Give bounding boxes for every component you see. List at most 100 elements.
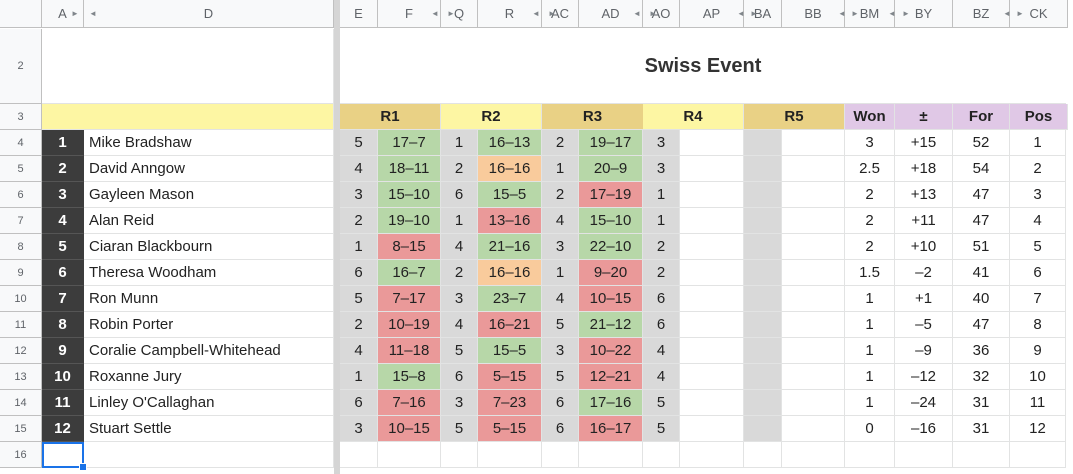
pos-value[interactable]: 10 bbox=[1010, 364, 1066, 390]
r5-opponent[interactable] bbox=[744, 130, 782, 156]
r2-opponent[interactable]: 1 bbox=[441, 130, 478, 156]
r3-opponent[interactable]: 1 bbox=[542, 156, 579, 182]
r1-opponent[interactable]: 4 bbox=[340, 156, 378, 182]
diff-value[interactable]: –24 bbox=[895, 390, 953, 416]
r2-opponent[interactable]: 2 bbox=[441, 260, 478, 286]
r3-score[interactable]: 17–19 bbox=[579, 182, 643, 208]
for-value[interactable]: 52 bbox=[953, 130, 1010, 156]
for-value[interactable]: 31 bbox=[953, 416, 1010, 442]
r5-opponent[interactable] bbox=[744, 182, 782, 208]
r3-score[interactable]: 10–15 bbox=[579, 286, 643, 312]
row-header-13[interactable]: 13 bbox=[0, 364, 42, 390]
r4-opponent[interactable]: 1 bbox=[643, 208, 680, 234]
empty-cell[interactable] bbox=[340, 442, 378, 468]
r3-opponent[interactable]: 6 bbox=[542, 390, 579, 416]
row-header-2[interactable]: 2 bbox=[0, 29, 42, 104]
diff-value[interactable]: –16 bbox=[895, 416, 953, 442]
player-name[interactable]: David Anngow bbox=[84, 156, 334, 182]
r5-score[interactable] bbox=[782, 286, 845, 312]
r1-opponent[interactable]: 3 bbox=[340, 182, 378, 208]
r2-opponent[interactable]: 6 bbox=[441, 364, 478, 390]
expand-columns-right-icon[interactable]: ► bbox=[750, 9, 758, 18]
column-header-a[interactable]: A bbox=[42, 0, 84, 28]
r2-opponent[interactable]: 3 bbox=[441, 286, 478, 312]
r1-opponent[interactable]: 3 bbox=[340, 416, 378, 442]
r2-score[interactable]: 13–16 bbox=[478, 208, 542, 234]
row-header-15[interactable]: 15 bbox=[0, 416, 42, 442]
column-header-by[interactable]: BY bbox=[895, 0, 953, 28]
expand-columns-right-icon[interactable]: ► bbox=[851, 9, 859, 18]
r5-opponent[interactable] bbox=[744, 364, 782, 390]
r2-opponent[interactable]: 2 bbox=[441, 156, 478, 182]
r3-opponent[interactable]: 1 bbox=[542, 260, 579, 286]
column-header-ap[interactable]: AP bbox=[680, 0, 744, 28]
r4-score[interactable] bbox=[680, 312, 744, 338]
r5-score[interactable] bbox=[782, 416, 845, 442]
empty-cell[interactable] bbox=[845, 442, 895, 468]
r4-score[interactable] bbox=[680, 364, 744, 390]
column-header-bz[interactable]: BZ bbox=[953, 0, 1010, 28]
r4-score[interactable] bbox=[680, 260, 744, 286]
pos-value[interactable]: 12 bbox=[1010, 416, 1066, 442]
row-header-8[interactable]: 8 bbox=[0, 234, 42, 260]
r4-score[interactable] bbox=[680, 234, 744, 260]
column-header-r[interactable]: R bbox=[478, 0, 542, 28]
r3-opponent[interactable]: 5 bbox=[542, 364, 579, 390]
expand-columns-right-icon[interactable]: ► bbox=[447, 9, 455, 18]
player-name[interactable]: Ciaran Blackbourn bbox=[84, 234, 334, 260]
expand-columns-left-icon[interactable]: ◄ bbox=[737, 9, 745, 18]
r1-score[interactable]: 18–11 bbox=[378, 156, 441, 182]
r3-score[interactable]: 9–20 bbox=[579, 260, 643, 286]
diff-value[interactable]: +15 bbox=[895, 130, 953, 156]
r1-opponent[interactable]: 4 bbox=[340, 338, 378, 364]
won-value[interactable]: 2 bbox=[845, 208, 895, 234]
player-name[interactable]: Linley O'Callaghan bbox=[84, 390, 334, 416]
pos-value[interactable]: 5 bbox=[1010, 234, 1066, 260]
r3-opponent[interactable]: 3 bbox=[542, 234, 579, 260]
empty-cell[interactable] bbox=[579, 442, 643, 468]
r4-opponent[interactable]: 2 bbox=[643, 260, 680, 286]
expand-columns-right-icon[interactable]: ► bbox=[71, 9, 79, 18]
for-value[interactable]: 41 bbox=[953, 260, 1010, 286]
diff-value[interactable]: +18 bbox=[895, 156, 953, 182]
empty-cell[interactable] bbox=[895, 442, 953, 468]
empty-cell[interactable] bbox=[744, 442, 782, 468]
row-header-9[interactable]: 9 bbox=[0, 260, 42, 286]
r5-score[interactable] bbox=[782, 260, 845, 286]
expand-columns-left-icon[interactable]: ◄ bbox=[838, 9, 846, 18]
r5-opponent[interactable] bbox=[744, 286, 782, 312]
r2-score[interactable]: 16–16 bbox=[478, 156, 542, 182]
r3-score[interactable]: 17–16 bbox=[579, 390, 643, 416]
r2-score[interactable]: 7–23 bbox=[478, 390, 542, 416]
r5-score[interactable] bbox=[782, 390, 845, 416]
expand-columns-right-icon[interactable]: ► bbox=[902, 9, 910, 18]
row-header-5[interactable]: 5 bbox=[0, 156, 42, 182]
player-name[interactable]: Mike Bradshaw bbox=[84, 130, 334, 156]
expand-columns-left-icon[interactable]: ◄ bbox=[888, 9, 896, 18]
fill-handle[interactable] bbox=[79, 463, 87, 471]
empty-cell[interactable] bbox=[782, 442, 845, 468]
r4-opponent[interactable]: 2 bbox=[643, 234, 680, 260]
player-name[interactable]: Roxanne Jury bbox=[84, 364, 334, 390]
r4-score[interactable] bbox=[680, 390, 744, 416]
r2-score[interactable]: 23–7 bbox=[478, 286, 542, 312]
r3-opponent[interactable]: 4 bbox=[542, 208, 579, 234]
r5-opponent[interactable] bbox=[744, 234, 782, 260]
diff-value[interactable]: –9 bbox=[895, 338, 953, 364]
r1-opponent[interactable]: 1 bbox=[340, 234, 378, 260]
row-header-10[interactable]: 10 bbox=[0, 286, 42, 312]
r3-score[interactable]: 10–22 bbox=[579, 338, 643, 364]
diff-value[interactable]: –2 bbox=[895, 260, 953, 286]
column-header-q[interactable]: Q bbox=[441, 0, 478, 28]
row-header-7[interactable]: 7 bbox=[0, 208, 42, 234]
r3-score[interactable]: 16–17 bbox=[579, 416, 643, 442]
r3-opponent[interactable]: 3 bbox=[542, 338, 579, 364]
r5-opponent[interactable] bbox=[744, 260, 782, 286]
r4-score[interactable] bbox=[680, 338, 744, 364]
select-all-corner[interactable] bbox=[0, 0, 42, 28]
r5-score[interactable] bbox=[782, 338, 845, 364]
r5-opponent[interactable] bbox=[744, 156, 782, 182]
player-name[interactable]: Gayleen Mason bbox=[84, 182, 334, 208]
row-header-14[interactable]: 14 bbox=[0, 390, 42, 416]
r2-score[interactable]: 21–16 bbox=[478, 234, 542, 260]
